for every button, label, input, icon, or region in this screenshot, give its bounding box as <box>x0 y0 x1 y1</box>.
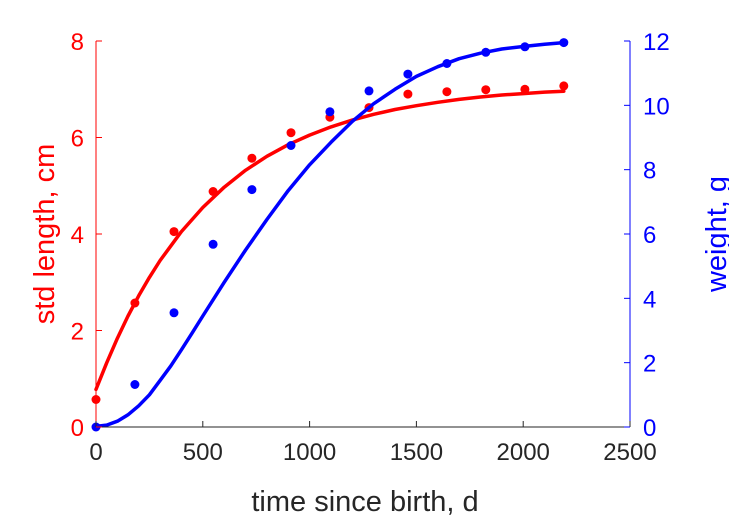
y-right-tick-label: 8 <box>643 158 656 185</box>
data-point-left <box>130 298 140 308</box>
data-point-left <box>208 187 218 196</box>
y-right-tick-label: 4 <box>643 286 656 313</box>
data-point-right <box>481 47 491 57</box>
data-point-left <box>403 89 413 99</box>
data-point-right <box>559 38 569 48</box>
y-right-tick-label: 12 <box>643 29 670 56</box>
data-point-right <box>169 308 179 318</box>
x-tick-label: 2000 <box>497 439 550 466</box>
data-point-right <box>403 69 413 79</box>
y-left-axis-title: std length, cm <box>29 144 61 325</box>
y-left-tick-label: 8 <box>71 29 84 56</box>
series-layer <box>91 38 569 432</box>
y-right-axis-title: weight, g <box>701 176 729 293</box>
data-point-right <box>520 42 530 52</box>
y-left-tick-label: 2 <box>71 319 84 346</box>
y-right-tick-label: 6 <box>643 222 656 249</box>
y-left-tick-label: 6 <box>71 126 84 153</box>
data-point-right <box>208 239 218 249</box>
data-point-right <box>130 380 140 389</box>
data-point-left <box>247 153 257 163</box>
data-point-right <box>247 185 257 195</box>
y-left-tick-label: 4 <box>71 222 84 249</box>
data-point-right <box>364 86 374 96</box>
data-point-right <box>286 141 296 150</box>
data-point-right <box>442 59 452 68</box>
data-point-right <box>325 107 335 117</box>
x-tick-label: 500 <box>183 439 223 466</box>
y-right-tick-label: 2 <box>643 351 656 378</box>
x-tick-label: 0 <box>89 439 102 466</box>
data-point-left <box>559 81 569 91</box>
y-right-tick-label: 10 <box>643 93 670 120</box>
y-left-tick-label: 0 <box>71 415 84 442</box>
y-right-tick-label: 0 <box>643 415 656 442</box>
x-axis-title: time since birth, d <box>251 486 478 518</box>
fit-line-right <box>94 40 566 429</box>
data-point-left <box>286 128 296 138</box>
data-point-left <box>442 87 452 97</box>
x-tick-label: 1500 <box>390 439 443 466</box>
fit-line-left <box>94 89 566 392</box>
x-tick-label: 2500 <box>603 439 656 466</box>
data-point-left <box>520 84 530 94</box>
data-point-left <box>169 227 179 237</box>
x-tick-label: 1000 <box>283 439 336 466</box>
data-point-left <box>481 85 491 95</box>
